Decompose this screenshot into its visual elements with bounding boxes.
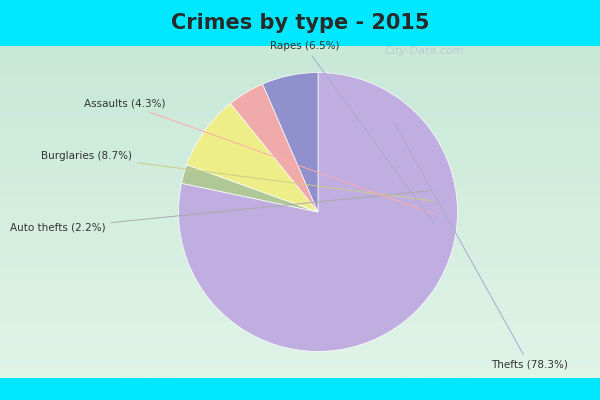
Wedge shape	[182, 165, 318, 212]
Text: Auto thefts (2.2%): Auto thefts (2.2%)	[10, 190, 432, 233]
Wedge shape	[230, 84, 318, 212]
Text: City-Data.com: City-Data.com	[385, 46, 464, 56]
Text: Crimes by type - 2015: Crimes by type - 2015	[171, 13, 429, 33]
Text: Burglaries (8.7%): Burglaries (8.7%)	[41, 151, 433, 201]
Text: Thefts (78.3%): Thefts (78.3%)	[394, 122, 568, 370]
Text: Assaults (4.3%): Assaults (4.3%)	[84, 98, 434, 214]
Wedge shape	[179, 72, 457, 352]
Wedge shape	[263, 72, 318, 212]
Wedge shape	[187, 104, 318, 212]
Text: Rapes (6.5%): Rapes (6.5%)	[270, 41, 434, 224]
